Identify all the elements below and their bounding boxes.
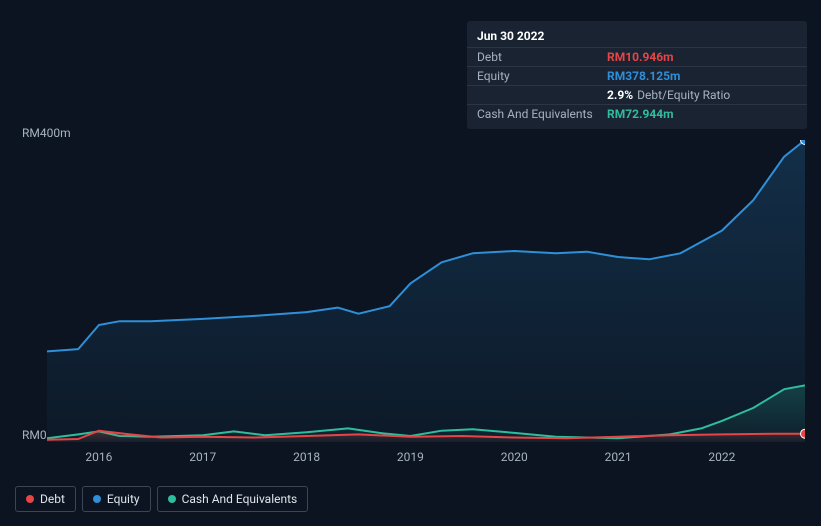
debt-equity-chart: RM400m RM0 2016 2017 2018 2019 2020 2021 2022 (15, 122, 805, 482)
x-axis-label: 2021 (605, 450, 632, 464)
tooltip-value: RM10.946m (607, 50, 674, 64)
plot-area (47, 140, 805, 442)
series-marker-debt (801, 429, 806, 438)
tooltip-row: Cash And EquivalentsRM72.944m (467, 104, 807, 123)
tooltip-value: RM378.125m (607, 69, 680, 83)
tooltip-date: Jun 30 2022 (467, 27, 807, 47)
series-area-equity (47, 140, 805, 442)
x-axis-label: 2019 (397, 450, 424, 464)
legend-item-debt[interactable]: Debt (15, 486, 76, 512)
x-axis-label: 2020 (501, 450, 528, 464)
legend-item-equity[interactable]: Equity (82, 486, 151, 512)
y-axis-label: RM400m (15, 126, 75, 140)
tooltip-extra: Debt/Equity Ratio (637, 88, 730, 102)
x-axis-label: 2017 (189, 450, 216, 464)
legend-label: Cash And Equivalents (182, 492, 298, 506)
tooltip-row: EquityRM378.125m (467, 66, 807, 85)
chart-legend: Debt Equity Cash And Equivalents (15, 486, 308, 512)
tooltip-value: RM72.944m (607, 107, 674, 121)
tooltip-label: Debt (477, 50, 607, 64)
tooltip-label: Cash And Equivalents (477, 107, 607, 121)
tooltip-row: 2.9%Debt/Equity Ratio (467, 85, 807, 104)
legend-dot-icon (168, 495, 176, 503)
tooltip-row: DebtRM10.946m (467, 47, 807, 66)
tooltip-label (477, 88, 607, 102)
legend-label: Debt (40, 492, 65, 506)
legend-dot-icon (26, 495, 34, 503)
tooltip-label: Equity (477, 69, 607, 83)
x-axis-label: 2022 (708, 450, 735, 464)
x-axis-label: 2016 (85, 450, 112, 464)
chart-tooltip: Jun 30 2022 DebtRM10.946mEquityRM378.125… (467, 21, 807, 129)
legend-dot-icon (93, 495, 101, 503)
tooltip-value: 2.9%Debt/Equity Ratio (607, 88, 730, 102)
legend-item-cash-and-equivalents[interactable]: Cash And Equivalents (157, 486, 309, 512)
legend-label: Equity (107, 492, 140, 506)
x-axis-label: 2018 (293, 450, 320, 464)
y-axis-label: RM0 (15, 428, 51, 442)
